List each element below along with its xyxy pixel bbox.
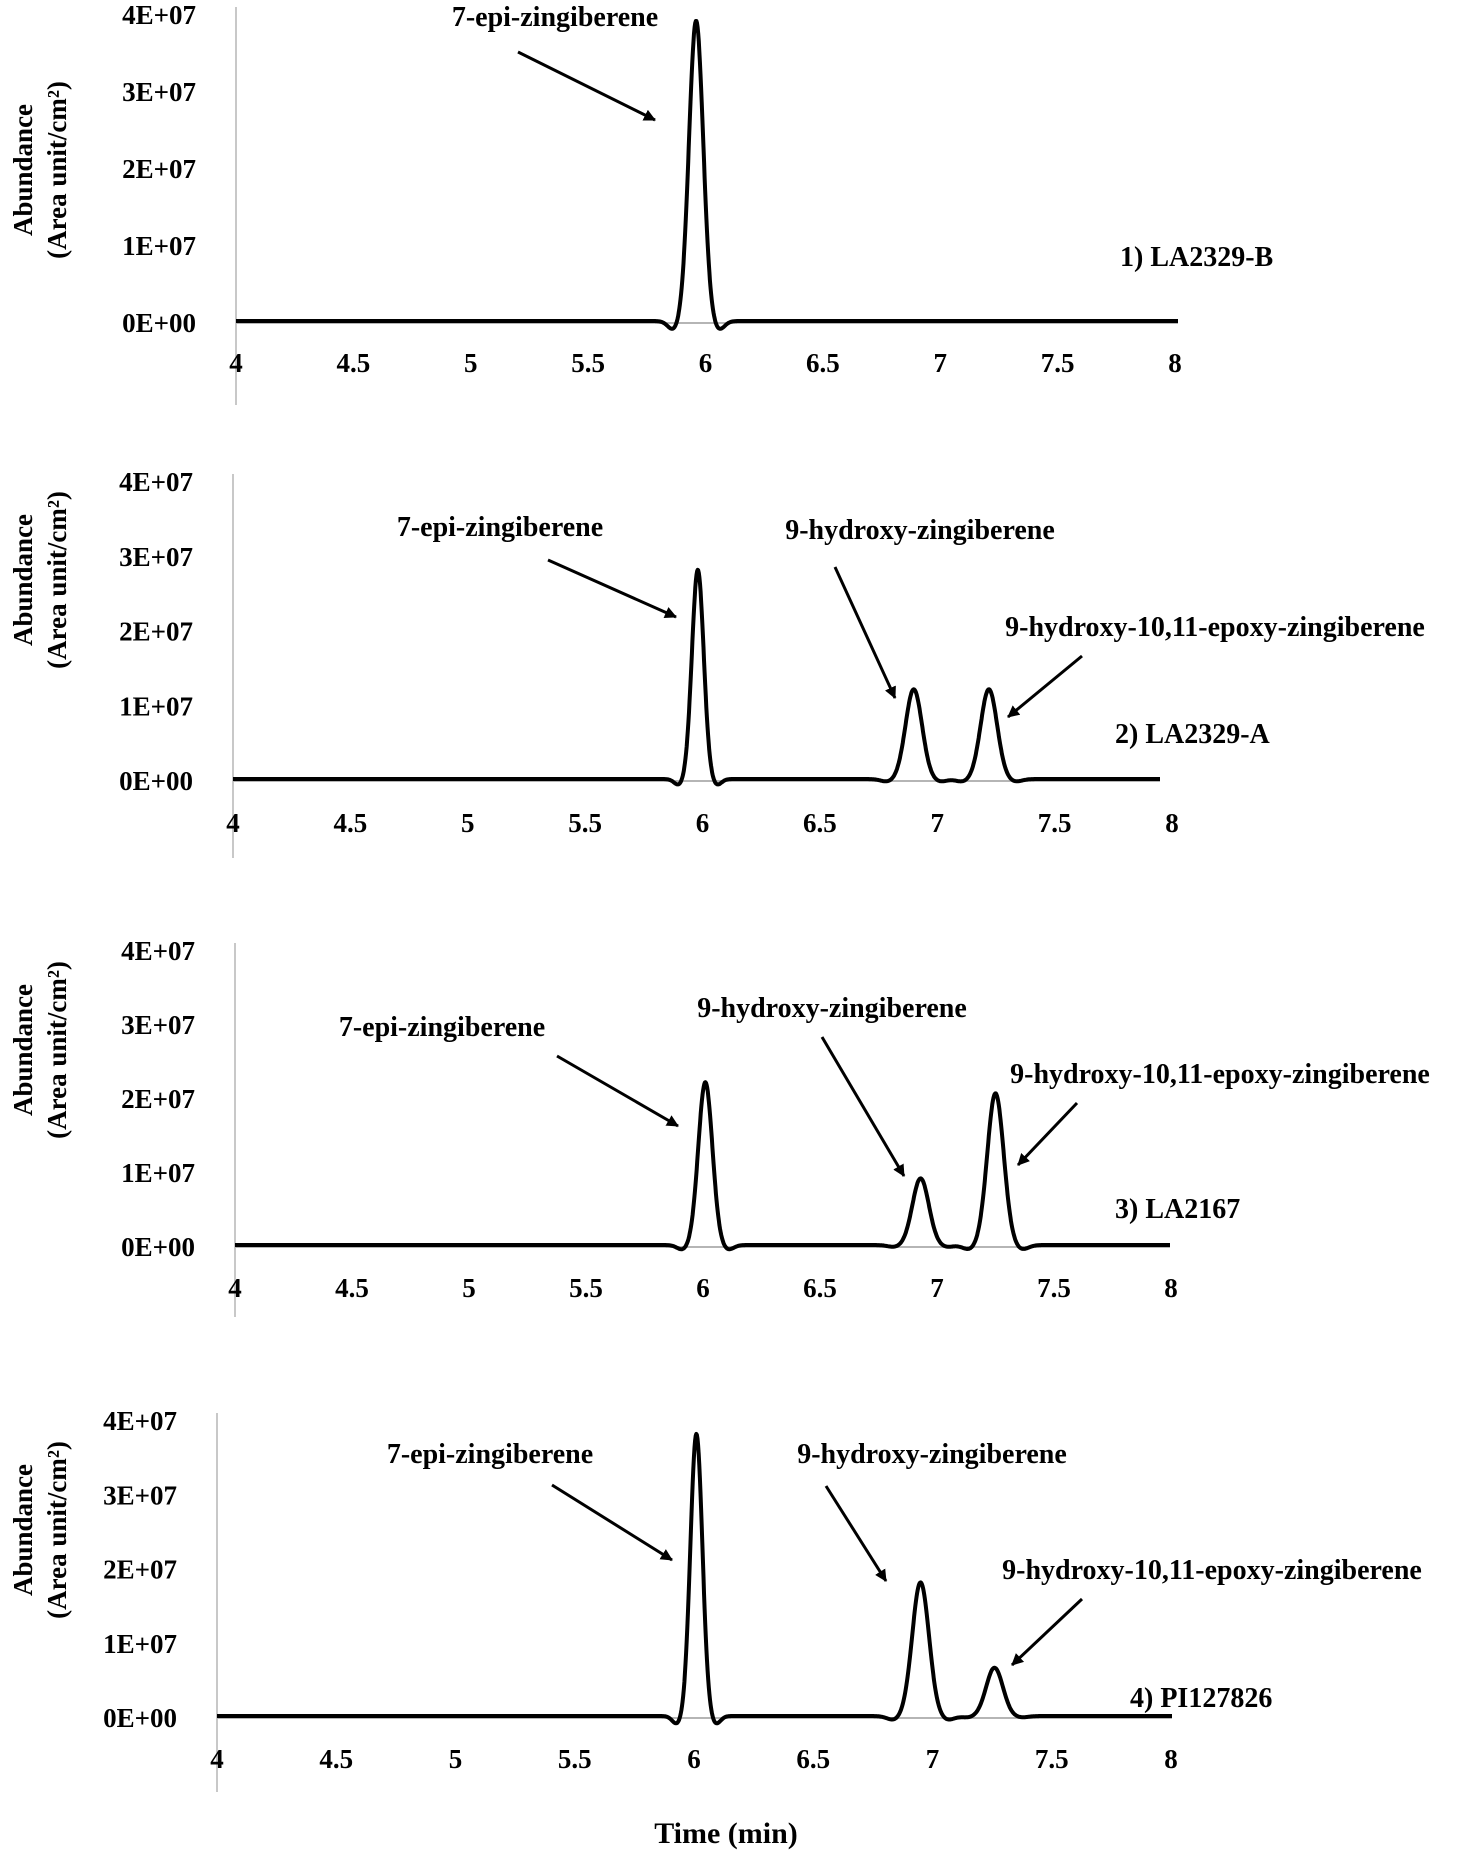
x-tick-label: 5.5 [571, 348, 605, 378]
x-axis-title: Time (min) [654, 1817, 798, 1850]
x-tick-label: 4 [229, 348, 243, 378]
x-tick-label: 6 [687, 1744, 701, 1774]
x-tick-label: 4 [226, 808, 240, 838]
y-tick-label: 0E+00 [103, 1703, 177, 1733]
y-tick-label: 2E+07 [121, 1084, 195, 1114]
y-tick-label: 3E+07 [121, 1010, 195, 1040]
x-tick-label: 5.5 [558, 1744, 592, 1774]
annotation-label-9-hydroxy-10-11-epoxy-zingiberene: 9-hydroxy-10,11-epoxy-zingiberene [1002, 1555, 1422, 1586]
y-tick-label: 2E+07 [119, 617, 193, 647]
sample-label: 2) LA2329-A [1115, 719, 1271, 750]
chart-panel-4: 0E+00 1E+07 2E+07 3E+07 4E+07 4 4.5 5 5.5 6 6.5 7 7.… [8, 1406, 1422, 1850]
x-tick-label: 7.5 [1037, 1273, 1071, 1303]
chart-panel-3: 0E+00 1E+07 2E+07 3E+07 4E+07 4 4.5 5 5.5 6 6.5 7 7.… [8, 936, 1430, 1317]
y-tick-label: 1E+07 [122, 231, 196, 261]
annotation-label-7-epi-zingiberene: 7-epi-zingiberene [397, 512, 603, 543]
y-axis-title-line2: (Area unit/cm²) [42, 81, 72, 259]
x-tick-label: 7 [931, 808, 945, 838]
y-tick-label: 3E+07 [103, 1480, 177, 1510]
sample-label: 3) LA2167 [1115, 1194, 1240, 1225]
y-axis-title-line1: Abundance [8, 514, 38, 646]
annotation-arrow [833, 566, 897, 699]
annotation-arrow [1007, 654, 1083, 719]
annotation-arrow [824, 1485, 888, 1582]
x-tick-label: 5 [449, 1744, 463, 1774]
y-axis-title-line1: Abundance [8, 984, 38, 1116]
y-axis-title-line2: (Area unit/cm²) [42, 961, 72, 1139]
x-tick-label: 8 [1164, 1744, 1178, 1774]
annotation-label-9-hydroxy-zingiberene: 9-hydroxy-zingiberene [797, 1439, 1067, 1470]
y-tick-label: 2E+07 [122, 154, 196, 184]
x-tick-label: 7.5 [1041, 348, 1075, 378]
y-tick-label: 3E+07 [119, 542, 193, 572]
y-axis-title-line1: Abundance [8, 104, 38, 236]
sample-label: 4) PI127826 [1130, 1683, 1272, 1714]
annotation-arrow [1010, 1597, 1084, 1667]
y-tick-label: 4E+07 [122, 0, 196, 30]
x-tick-label: 8 [1168, 348, 1182, 378]
x-tick-label: 7.5 [1038, 808, 1072, 838]
chromatogram-trace [234, 19, 1180, 331]
y-tick-label: 2E+07 [103, 1555, 177, 1585]
y-tick-label: 1E+07 [119, 691, 193, 721]
annotation-label-7-epi-zingiberene: 7-epi-zingiberene [339, 1012, 545, 1043]
x-tick-label: 4 [210, 1744, 224, 1774]
y-axis-title-line2: (Area unit/cm²) [42, 491, 72, 669]
annotation-label-9-hydroxy-zingiberene: 9-hydroxy-zingiberene [697, 993, 967, 1024]
x-tick-label: 7 [930, 1273, 944, 1303]
x-tick-label: 4.5 [334, 808, 368, 838]
annotation-arrow [547, 558, 677, 619]
y-tick-label: 4E+07 [119, 467, 193, 497]
chromatogram-trace [233, 1080, 1172, 1252]
annotation-label-9-hydroxy-zingiberene: 9-hydroxy-zingiberene [785, 515, 1055, 546]
x-tick-label: 4.5 [319, 1744, 353, 1774]
annotation-arrow [517, 50, 656, 122]
x-tick-label: 8 [1164, 1273, 1178, 1303]
x-tick-label: 5 [464, 348, 478, 378]
chart-panel-1: 0E+00 1E+07 2E+07 3E+07 4E+07 4 4.5 5 5.5 6 6.5 7 7.… [8, 0, 1273, 405]
y-axis-title-line2: (Area unit/cm²) [42, 1441, 72, 1619]
y-tick-label: 3E+07 [122, 77, 196, 107]
y-tick-label: 4E+07 [121, 936, 195, 966]
x-tick-label: 7.5 [1035, 1744, 1069, 1774]
x-tick-label: 5 [462, 1273, 476, 1303]
x-tick-label: 6.5 [796, 1744, 830, 1774]
chart-panel-2: 0E+00 1E+07 2E+07 3E+07 4E+07 4 4.5 5 5.5 6 6.5 7 7.… [8, 467, 1425, 858]
y-axis-title-line1: Abundance [8, 1464, 38, 1596]
x-tick-label: 6.5 [806, 348, 840, 378]
x-tick-label: 4.5 [335, 1273, 369, 1303]
annotation-arrow [556, 1054, 679, 1128]
y-tick-label: 1E+07 [121, 1158, 195, 1188]
x-tick-label: 6 [696, 1273, 710, 1303]
y-tick-label: 0E+00 [119, 766, 193, 796]
x-tick-label: 5 [461, 808, 475, 838]
x-tick-label: 6 [699, 348, 713, 378]
x-tick-label: 4 [228, 1273, 242, 1303]
x-tick-label: 8 [1165, 808, 1179, 838]
annotation-arrow [1016, 1101, 1079, 1167]
annotation-label-9-hydroxy-10-11-epoxy-zingiberene: 9-hydroxy-10,11-epoxy-zingiberene [1010, 1059, 1430, 1090]
y-tick-label: 0E+00 [122, 308, 196, 338]
annotation-label-7-epi-zingiberene: 7-epi-zingiberene [452, 2, 658, 33]
annotation-arrow [820, 1036, 906, 1177]
x-tick-label: 5.5 [569, 1273, 603, 1303]
x-tick-label: 4.5 [337, 348, 371, 378]
x-tick-label: 6.5 [803, 808, 837, 838]
x-tick-label: 7 [934, 348, 948, 378]
x-tick-label: 6 [696, 808, 710, 838]
x-tick-label: 7 [926, 1744, 940, 1774]
annotation-label-7-epi-zingiberene: 7-epi-zingiberene [387, 1439, 593, 1470]
x-tick-label: 6.5 [803, 1273, 837, 1303]
chromatogram-trace [231, 567, 1162, 787]
annotation-arrow [551, 1483, 673, 1562]
chromatogram-trace [215, 1431, 1174, 1726]
sample-label: 1) LA2329-B [1120, 242, 1273, 273]
x-tick-label: 5.5 [568, 808, 602, 838]
y-tick-label: 4E+07 [103, 1406, 177, 1436]
annotation-label-9-hydroxy-10-11-epoxy-zingiberene: 9-hydroxy-10,11-epoxy-zingiberene [1005, 612, 1425, 643]
y-tick-label: 1E+07 [103, 1629, 177, 1659]
y-tick-label: 0E+00 [121, 1232, 195, 1262]
